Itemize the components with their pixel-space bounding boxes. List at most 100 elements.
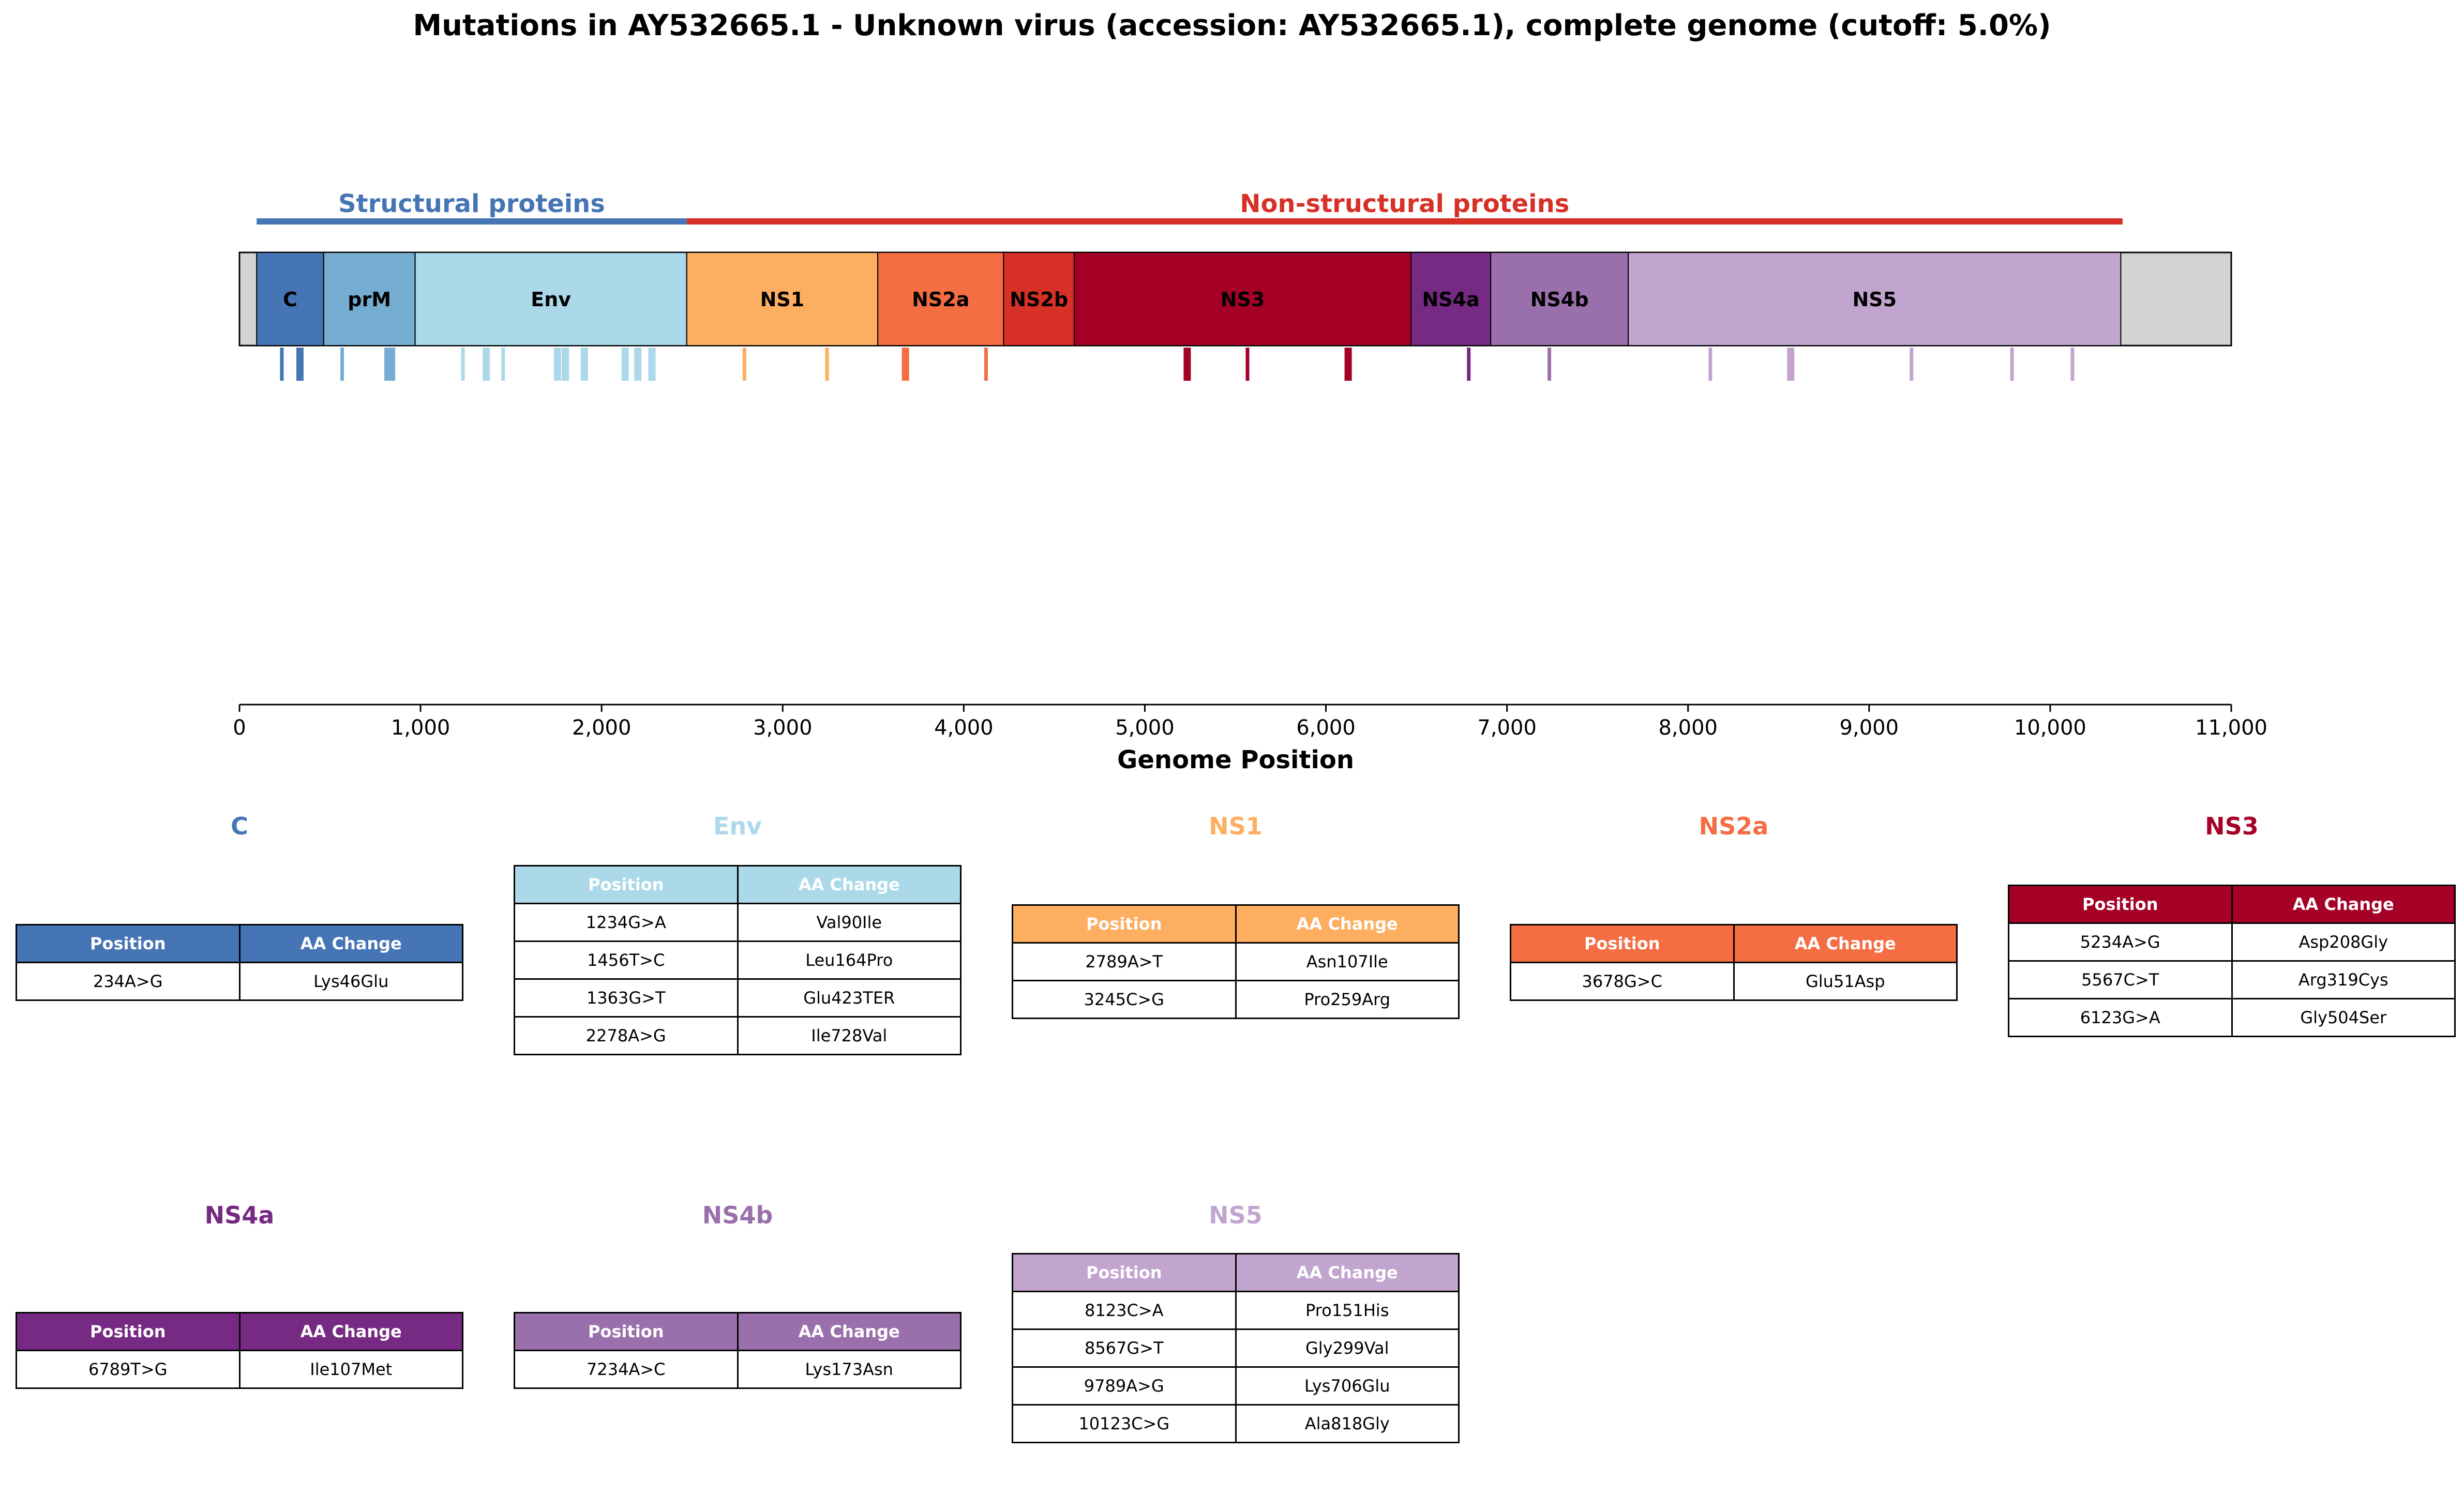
mutation-table-ns3: Position AA Change 5234A>G Asp208Gly 5567C>T… <box>2008 885 2456 1037</box>
aa-change-cell: Asn107Ile <box>1235 942 1460 981</box>
mutation-mark-9 <box>562 348 569 381</box>
genome-map-chart: Mutations in AY532665.1 - Unknown virus … <box>233 9 2267 774</box>
table-row: 6123G>A Gly504Ser <box>2008 998 2456 1037</box>
mutation-table-ns2a: Position AA Change 3678G>C Glu51Asp <box>1510 924 1958 1001</box>
table-row: 8123C>A Pro151His <box>1012 1291 1460 1330</box>
gene-segment-ns4b <box>1490 252 1629 346</box>
table-row: 2278A>G Ile728Val <box>514 1016 961 1055</box>
gene-label-c: C <box>283 288 297 311</box>
mutation-mark-5 <box>461 348 465 381</box>
region-group-label-1: Non-structural proteins <box>1240 189 1569 218</box>
mutation-mark-15 <box>825 348 829 381</box>
mutation-table-ns4b: Position AA Change 7234A>C Lys173Asn <box>514 1312 961 1389</box>
mutation-marks <box>280 348 2075 381</box>
table-row: 234A>G Lys46Glu <box>16 962 463 1001</box>
mutation-mark-24 <box>1787 348 1795 381</box>
table-header-0: Position <box>16 924 241 963</box>
mutation-table-ns1: Position AA Change 2789A>T Asn107Ile 3245C>G… <box>1012 904 1460 1019</box>
mutation-mark-10 <box>580 348 588 381</box>
table-row: 8567G>T Gly299Val <box>1012 1328 1460 1368</box>
position-cell: 5234A>G <box>2008 922 2233 962</box>
position-cell: 1456T>C <box>514 940 739 980</box>
position-cell: 8123C>A <box>1012 1291 1237 1330</box>
mutation-mark-22 <box>1547 348 1552 381</box>
gene-segment-env <box>414 252 687 346</box>
mutation-mark-7 <box>501 348 505 381</box>
table-header-0: Position <box>1012 1253 1237 1292</box>
mutation-table-env: Position AA Change 1234G>A Val90Ile 1456T>C L… <box>514 865 961 1055</box>
aa-change-cell: Asp208Gly <box>2231 922 2456 962</box>
gene-segment-c <box>256 252 324 346</box>
table-header-1: AA Change <box>1235 904 1460 944</box>
table-title-ns4a: NS4a <box>204 1201 275 1229</box>
region-groups: Structural proteins Non-structural protei… <box>257 189 2123 225</box>
gene-segment-ns2a <box>877 252 1004 346</box>
mutation-mark-12 <box>634 348 642 381</box>
mutation-mark-6 <box>483 348 490 381</box>
table-row: 1456T>C Leu164Pro <box>514 940 961 980</box>
table-title-ns1: NS1 <box>1209 812 1263 840</box>
aa-change-cell: Ile728Val <box>737 1016 961 1055</box>
position-cell: 9789A>G <box>1012 1366 1237 1406</box>
aa-change-cell: Gly299Val <box>1235 1328 1460 1368</box>
table-header-0: Position <box>16 1312 241 1351</box>
table-row: 7234A>C Lys173Asn <box>514 1350 961 1389</box>
table-header-1: AA Change <box>238 924 463 963</box>
table-title-env: Env <box>713 812 762 840</box>
mutation-mark-4 <box>388 348 396 381</box>
aa-change-cell: Pro151His <box>1235 1291 1460 1330</box>
x-axis: 0 1,000 2,000 3,000 4,000 5,000 6,000 7,000 8,00… <box>233 704 2267 740</box>
table-header-1: AA Change <box>2231 885 2456 924</box>
table-title-ns2a: NS2a <box>1699 812 1769 840</box>
mutation-mark-19 <box>1245 348 1250 381</box>
x-tick-label-9: 9,000 <box>1840 716 1899 740</box>
aa-change-cell: Val90Ile <box>737 903 961 942</box>
mutation-mark-14 <box>742 348 746 381</box>
position-cell: 6789T>G <box>16 1350 241 1389</box>
position-cell: 8567G>T <box>1012 1328 1237 1368</box>
aa-change-cell: Gly504Ser <box>2231 998 2456 1037</box>
mutation-table-c: Position AA Change 234A>G Lys46Glu <box>16 924 463 1001</box>
position-cell: 3678G>C <box>1510 962 1735 1001</box>
gene-label-prm: prM <box>348 288 391 311</box>
x-tick-label-0: 0 <box>233 716 246 740</box>
x-tick-label-3: 3,000 <box>753 716 813 740</box>
table-header-1: AA Change <box>238 1312 463 1351</box>
x-tick-label-10: 10,000 <box>2014 716 2086 740</box>
aa-change-cell: Lys173Asn <box>737 1350 961 1389</box>
mutation-mark-25 <box>1910 348 1914 381</box>
aa-change-cell: Ala818Gly <box>1235 1404 1460 1443</box>
position-cell: 6123G>A <box>2008 998 2233 1037</box>
aa-change-cell: Arg319Cys <box>2231 960 2456 999</box>
x-tick-label-7: 7,000 <box>1477 716 1537 740</box>
gene-segment-prm <box>323 252 416 346</box>
table-row: 3678G>C Glu51Asp <box>1510 962 1958 1001</box>
x-tick-label-6: 6,000 <box>1296 716 1356 740</box>
table-title-c: C <box>231 812 248 840</box>
gene-segment-ns3 <box>1073 252 1412 346</box>
table-row: 1363G>T Glu423TER <box>514 978 961 1018</box>
aa-change-cell: Glu51Asp <box>1733 962 1958 1001</box>
table-row: 1234G>A Val90Ile <box>514 903 961 942</box>
gene-segment-ns2b <box>1003 252 1075 346</box>
gene-label-ns2b: NS2b <box>1010 288 1068 311</box>
gene-label-env: Env <box>531 288 571 311</box>
mutation-mark-11 <box>621 348 629 381</box>
table-header-1: AA Change <box>737 1312 961 1351</box>
table-title-ns4b: NS4b <box>702 1201 773 1229</box>
gene-label-ns4a: NS4a <box>1422 288 1479 311</box>
x-tick-label-1: 1,000 <box>391 716 450 740</box>
table-header-0: Position <box>514 1312 739 1351</box>
position-cell: 1363G>T <box>514 978 739 1018</box>
table-title-ns3: NS3 <box>2205 812 2259 840</box>
table-row: 2789A>T Asn107Ile <box>1012 942 1460 981</box>
position-cell: 3245C>G <box>1012 980 1237 1019</box>
x-tick-label-2: 2,000 <box>572 716 632 740</box>
position-cell: 7234A>C <box>514 1350 739 1389</box>
mutation-mark-18 <box>1183 348 1191 381</box>
table-row: 6789T>G Ile107Met <box>16 1350 463 1389</box>
aa-change-cell: Leu164Pro <box>737 940 961 980</box>
position-cell: 234A>G <box>16 962 241 1001</box>
table-header-1: AA Change <box>1733 924 1958 963</box>
mutation-mark-1 <box>296 348 304 381</box>
